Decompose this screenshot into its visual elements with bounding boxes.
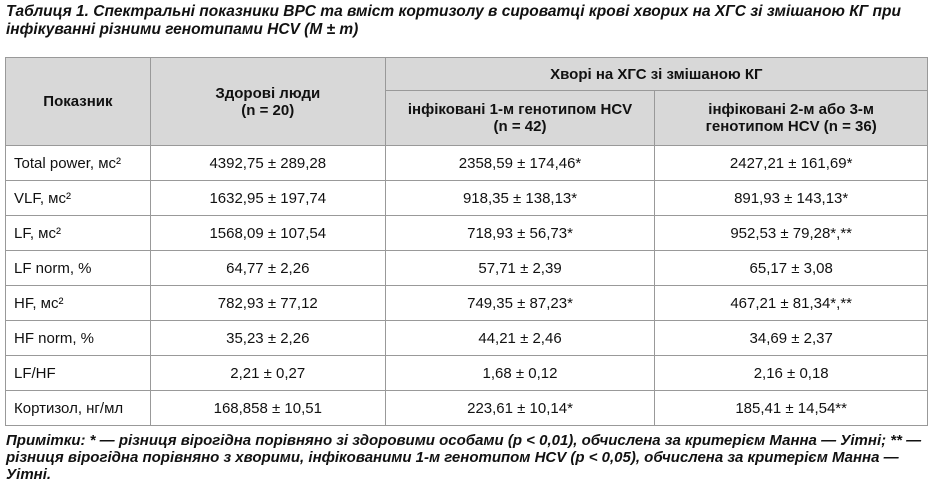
cell: 4392,75 ± 289,28 xyxy=(149,145,386,181)
table-row: VLF, мс² 1632,95 ± 197,74 918,35 ± 138,13*… xyxy=(5,180,928,216)
row-label: Total power, мс² xyxy=(5,145,151,181)
row-label: LF/HF xyxy=(5,355,151,391)
cell: 467,21 ± 81,34*,** xyxy=(654,285,928,321)
cell: 2,21 ± 0,27 xyxy=(149,355,386,391)
table-row: LF, мс² 1568,09 ± 107,54 718,93 ± 56,73* 95… xyxy=(5,215,928,251)
cell: 891,93 ± 143,13* xyxy=(654,180,928,216)
notes: Примітки: * — різниця вірогідна порівнян… xyxy=(6,432,922,483)
table-title: Таблиця 1. Спектральні показники ВРС та … xyxy=(6,3,901,38)
table-row: Total power, мс² 4392,75 ± 289,28 2358,59 … xyxy=(5,145,928,181)
cell: 64,77 ± 2,26 xyxy=(149,250,386,286)
cell: 57,71 ± 2,39 xyxy=(384,250,656,286)
cell: 782,93 ± 77,12 xyxy=(149,285,386,321)
table-row: Кортизол, нг/мл 168,858 ± 10,51 223,61 ± 1… xyxy=(5,390,928,426)
header-cell: Показник xyxy=(5,57,151,146)
cell: 34,69 ± 2,37 xyxy=(654,320,928,356)
row-label: Кортизол, нг/мл xyxy=(5,390,151,426)
table: Показник Здорові люди (n = 20) Хворі на … xyxy=(5,57,929,426)
cell: 168,858 ± 10,51 xyxy=(149,390,386,426)
table-row: HF, мс² 782,93 ± 77,12 749,35 ± 87,23* 467,… xyxy=(5,285,928,321)
row-label: HF, мс² xyxy=(5,285,151,321)
cell: 718,93 ± 56,73* xyxy=(384,215,656,251)
row-label: VLF, мс² xyxy=(5,180,151,216)
cell: 223,61 ± 10,14* xyxy=(384,390,656,426)
cell: 1,68 ± 0,12 xyxy=(384,355,656,391)
row-label: LF norm, % xyxy=(5,250,151,286)
table-row: LF/HF 2,21 ± 0,27 1,68 ± 0,12 2,16 ± 0,18 xyxy=(5,355,928,391)
header-cell: Здорові люди (n = 20) xyxy=(149,57,386,146)
header-cell: Хворі на ХГС зі змішаною КГ xyxy=(384,57,929,91)
cell: 185,41 ± 14,54** xyxy=(654,390,928,426)
cell: 1632,95 ± 197,74 xyxy=(149,180,386,216)
cell: 2427,21 ± 161,69* xyxy=(654,145,928,181)
cell: 44,21 ± 2,46 xyxy=(384,320,656,356)
cell: 35,23 ± 2,26 xyxy=(149,320,386,356)
table-row: LF norm, % 64,77 ± 2,26 57,71 ± 2,39 65,17 … xyxy=(5,250,928,286)
cell: 918,35 ± 138,13* xyxy=(384,180,656,216)
cell: 952,53 ± 79,28*,** xyxy=(654,215,928,251)
cell: 749,35 ± 87,23* xyxy=(384,285,656,321)
row-label: LF, мс² xyxy=(5,215,151,251)
cell: 65,17 ± 3,08 xyxy=(654,250,928,286)
cell: 1568,09 ± 107,54 xyxy=(149,215,386,251)
header-cell: інфіковані 2-м або 3-м генотипом HCV (n … xyxy=(654,90,928,146)
table-body: Total power, мс² 4392,75 ± 289,28 2358,59 … xyxy=(5,145,928,426)
header-cell: інфіковані 1-м генотипом HCV (n = 42) xyxy=(384,90,656,146)
cell: 2358,59 ± 174,46* xyxy=(384,145,656,181)
table-row: HF norm, % 35,23 ± 2,26 44,21 ± 2,46 34,69 … xyxy=(5,320,928,356)
row-label: HF norm, % xyxy=(5,320,151,356)
cell: 2,16 ± 0,18 xyxy=(654,355,928,391)
